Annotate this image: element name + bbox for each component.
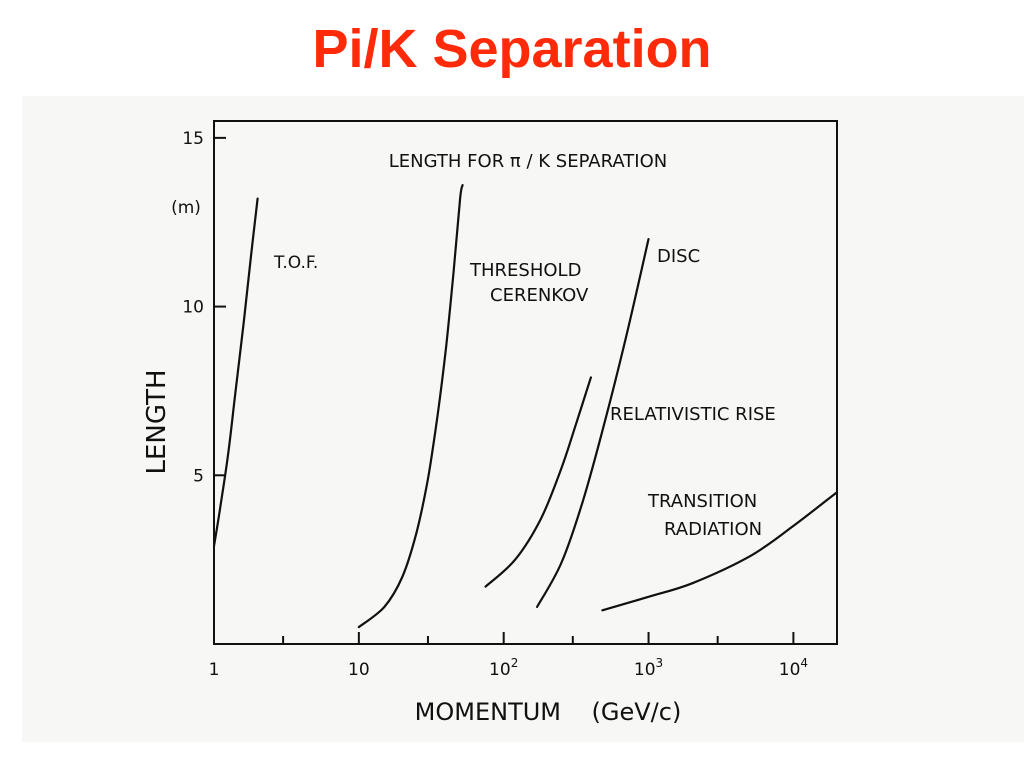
annotation-line: RADIATION (664, 519, 762, 540)
x-axis-label: MOMENTUM (GeV/c) (415, 698, 682, 726)
annotation-line: RELATIVISTIC RISE (610, 404, 776, 425)
x-tick-label-exponent: 2 (511, 656, 519, 670)
y-tick-label: 5 (193, 466, 204, 486)
y-axis-label: LENGTH (142, 369, 172, 474)
series-layer (212, 184, 839, 629)
annotation-line: DISC (657, 246, 700, 267)
series-line-disc (536, 238, 650, 608)
scanned-figure-background (22, 96, 1024, 742)
chart-title: LENGTH FOR π / K SEPARATION (389, 151, 668, 172)
x-tick-label-base: 10 (634, 660, 656, 680)
x-tick-label: 104 (779, 656, 808, 680)
annotation-tof: T.O.F. (273, 253, 318, 273)
series-line-threshold-cerenkov (357, 184, 464, 629)
annotation-line: T.O.F. (273, 253, 318, 273)
slide-title: Pi/K Separation (312, 19, 712, 79)
y-tick-label: 10 (182, 298, 204, 318)
annotation-relativistic-rise: RELATIVISTIC RISE (610, 404, 776, 425)
annotation-threshold-cerenkov: THRESHOLD CERENKOV (469, 260, 589, 306)
annotation-transition-radiation: TRANSITION RADIATION (647, 491, 763, 540)
plot-frame (213, 120, 838, 645)
x-tick-label: 102 (489, 656, 518, 680)
annotation-line: CERENKOV (490, 285, 589, 306)
x-tick-label: 103 (634, 656, 663, 680)
x-tick-label: 10 (348, 660, 370, 680)
series-line-t-o-f (212, 197, 259, 548)
y-axis-unit: (m) (171, 198, 201, 218)
series-line-relativistic-rise (484, 376, 592, 588)
y-tick-label: 15 (182, 129, 204, 149)
x-tick-label-base: 10 (779, 660, 801, 680)
x-tick-label-exponent: 4 (800, 656, 808, 670)
annotation-line: TRANSITION (647, 491, 757, 512)
annotation-line: THRESHOLD (469, 260, 581, 281)
x-tick-label-base: 10 (489, 660, 511, 680)
annotation-disc: DISC (657, 246, 700, 267)
x-tick-label-exponent: 3 (656, 656, 664, 670)
x-tick-label: 1 (209, 660, 220, 680)
series-line-transition-radiation (601, 491, 839, 612)
